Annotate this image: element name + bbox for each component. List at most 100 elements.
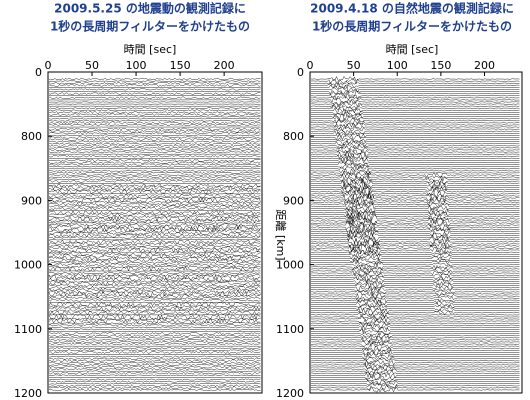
trace — [310, 119, 520, 126]
trace — [310, 126, 520, 132]
trace — [310, 379, 520, 385]
trace — [310, 345, 520, 352]
x-tick-label: 200 — [474, 59, 495, 72]
y-tick-label: 900 — [283, 194, 304, 207]
y-tick-label: 1200 — [14, 387, 42, 400]
x-tick-label: 50 — [85, 59, 99, 72]
trace — [48, 280, 261, 283]
x-tick-label: 150 — [170, 59, 191, 72]
trace — [48, 361, 261, 364]
trace — [48, 184, 261, 191]
trace — [311, 363, 520, 371]
trace — [49, 261, 261, 265]
y-tick-label: 1100 — [14, 323, 42, 336]
trace — [310, 330, 520, 336]
trace — [48, 298, 261, 302]
trace — [48, 226, 261, 233]
trace — [310, 202, 520, 211]
trace — [48, 252, 261, 257]
trace — [310, 257, 520, 264]
trace — [48, 389, 261, 391]
trace — [48, 121, 261, 125]
trace — [310, 376, 520, 383]
trace — [48, 343, 261, 346]
trace — [48, 263, 261, 267]
trace — [48, 306, 261, 312]
trace — [310, 130, 520, 137]
trace — [310, 274, 520, 281]
trace — [48, 117, 261, 120]
trace — [48, 310, 261, 316]
trace — [310, 199, 520, 209]
trace — [48, 338, 261, 341]
trace — [48, 382, 261, 385]
trace — [48, 231, 261, 236]
trace — [310, 339, 520, 345]
trace — [48, 258, 261, 263]
trace — [48, 197, 261, 199]
trace — [310, 229, 520, 239]
trace — [48, 134, 261, 137]
trace — [48, 368, 261, 370]
x-tick-label: 0 — [45, 59, 52, 72]
y-tick-label: 800 — [21, 130, 42, 143]
chart-subtitle: 1秒の長周期フィルターをかけたもの — [50, 19, 250, 34]
trace — [311, 95, 520, 102]
trace — [48, 228, 261, 234]
trace — [48, 123, 261, 126]
trace — [311, 101, 520, 108]
trace — [310, 207, 520, 217]
trace — [310, 214, 520, 223]
trace — [48, 81, 261, 85]
trace — [48, 109, 261, 112]
trace — [48, 291, 261, 298]
trace — [48, 294, 261, 299]
trace — [48, 151, 261, 153]
trace — [48, 244, 261, 248]
y-tick-label: 0 — [297, 66, 304, 79]
trace — [310, 328, 520, 335]
trace — [48, 247, 261, 254]
trace — [48, 149, 261, 151]
trace — [48, 277, 261, 282]
trace — [48, 174, 261, 176]
y-axis-label: 距離 [km] — [274, 209, 288, 260]
trace — [310, 316, 520, 323]
trace — [48, 204, 261, 208]
trace — [48, 212, 261, 217]
trace — [311, 167, 520, 174]
trace — [310, 353, 520, 360]
trace — [48, 193, 261, 195]
trace — [48, 386, 261, 390]
plot-frame — [309, 71, 523, 394]
trace — [310, 255, 520, 262]
trace — [310, 386, 520, 393]
trace — [311, 263, 520, 271]
trace — [310, 231, 520, 239]
trace — [310, 144, 520, 150]
trace — [310, 251, 520, 258]
y-tick-label: 900 — [21, 194, 42, 207]
y-tick-label: 1100 — [276, 323, 304, 336]
trace — [48, 254, 261, 259]
y-tick-label: 1200 — [276, 387, 304, 400]
trace — [310, 320, 520, 327]
trace — [310, 169, 520, 176]
trace — [310, 235, 520, 245]
trace — [311, 268, 520, 274]
trace — [48, 332, 261, 336]
trace — [311, 105, 520, 112]
trace — [311, 92, 520, 100]
trace — [48, 250, 261, 254]
trace — [311, 174, 520, 184]
trace — [310, 225, 520, 235]
trace — [48, 374, 261, 377]
trace — [48, 138, 261, 142]
trace — [310, 307, 520, 314]
trace — [310, 192, 520, 200]
trace — [310, 332, 520, 339]
trace — [48, 286, 261, 290]
trace — [310, 311, 520, 318]
trace — [48, 328, 261, 331]
trace — [310, 180, 520, 190]
